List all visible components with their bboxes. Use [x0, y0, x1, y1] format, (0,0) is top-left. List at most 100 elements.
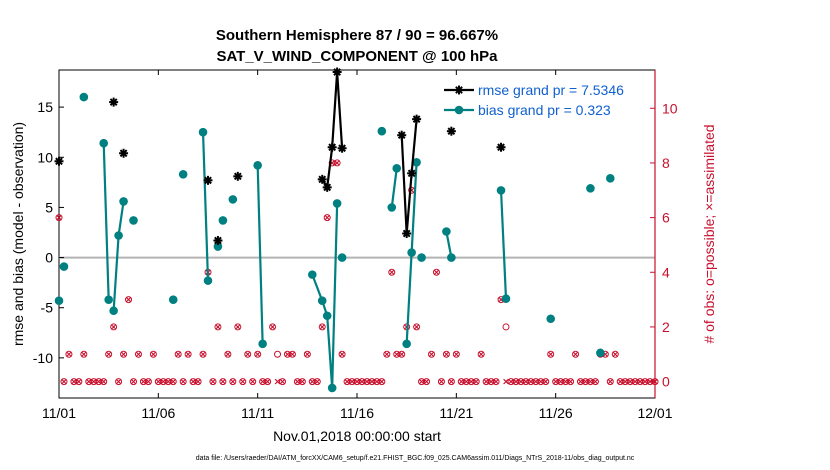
obs-assimilated-point [105, 351, 112, 358]
bias-point [198, 127, 208, 137]
bias-point [178, 170, 188, 179]
bias-point [253, 160, 262, 170]
obs-possible-point [562, 378, 570, 386]
obs-possible-point [542, 378, 550, 386]
x-tick-label: 12/01 [637, 405, 672, 421]
obs-possible-point [214, 323, 222, 331]
rmse-point [213, 236, 223, 246]
obs-assimilated-point [577, 378, 584, 385]
x-tick-label: 11/26 [539, 405, 573, 421]
obs-assimilated-point [518, 378, 524, 385]
obs-possible-point [60, 378, 68, 386]
obs-assimilated-point [145, 378, 152, 385]
obs-possible-point [279, 378, 286, 386]
obs-possible-point [651, 378, 659, 386]
obs-possible-point [636, 378, 644, 386]
obs-assimilated-point [478, 351, 484, 358]
obs-possible-point [626, 378, 634, 386]
obs-possible-point [522, 378, 530, 386]
obs-assimilated-point [453, 351, 460, 358]
obs-assimilated-point [513, 378, 519, 385]
obs-assimilated-point [81, 351, 87, 358]
obs-possible-point [527, 378, 535, 386]
bias-point [168, 295, 178, 305]
obs-assimilated-point [86, 378, 92, 385]
bias-line-segment [390, 168, 398, 208]
obs-assimilated-point [254, 351, 261, 358]
obs-assimilated-point [125, 296, 132, 303]
obs-possible-point [452, 350, 460, 358]
obs-assimilated-point [304, 351, 311, 358]
obs-possible-point [239, 378, 247, 386]
obs-assimilated-point [503, 378, 509, 385]
obs-possible-point [353, 378, 361, 386]
obs-assimilated-point [354, 378, 360, 385]
obs-assimilated-point [175, 351, 181, 358]
obs-possible-point [338, 350, 346, 358]
bias-point [109, 306, 118, 316]
obs-assimilated-point [309, 378, 316, 385]
obs-assimilated-point [130, 378, 137, 385]
obs-possible-point [557, 378, 565, 386]
rmse-point [119, 148, 129, 158]
obs-assimilated-point [185, 351, 191, 358]
obs-possible-point [249, 378, 257, 386]
bias-line-segment [311, 203, 339, 389]
obs-possible-point [293, 378, 301, 386]
bias-point [327, 383, 337, 393]
obs-assimilated-point [369, 378, 375, 385]
obs-assimilated-point [135, 351, 142, 358]
obs-assimilated-point [473, 378, 479, 385]
rmse-point [407, 168, 417, 178]
obs-possible-point [378, 378, 386, 386]
obs-assimilated-point [239, 378, 246, 385]
y2-tick-label: 6 [662, 210, 670, 226]
chart-subtitle: SAT_V_WIND_COMPONENT @ 100 hPa [216, 48, 498, 65]
obs-assimilated-point [364, 378, 370, 385]
obs-assimilated-point [294, 378, 301, 385]
legend-rmse-marker [454, 85, 464, 95]
bias-point [402, 339, 411, 349]
obs-assimilated-point [607, 378, 614, 385]
obs-possible-point [209, 378, 217, 386]
obs-possible-point [179, 378, 187, 386]
obs-possible-point [492, 378, 500, 386]
obs-possible-point [428, 350, 435, 358]
obs-assimilated-point [170, 378, 177, 385]
obs-possible-point [159, 378, 167, 386]
bias-point [59, 262, 69, 271]
obs-possible-point [308, 378, 316, 386]
plot-area: 11/01 11/06 11/11 11/16 11/21 11/26 12/01 -10 -5… [33, 67, 678, 421]
obs-possible-point [318, 323, 326, 331]
obs-possible-point [139, 378, 147, 386]
y-tick-label: -10 [33, 350, 53, 366]
y2-tick-label: 0 [662, 374, 670, 390]
obs-possible-point [303, 350, 311, 358]
obs-assimilated-point [463, 378, 470, 385]
bias-point [258, 339, 267, 349]
obs-possible-point [65, 350, 73, 358]
obs-possible-point [85, 378, 93, 386]
bias-point [501, 294, 511, 303]
bias-line-segment [445, 231, 453, 258]
bias-point [129, 216, 138, 225]
obs-assimilated-point [235, 324, 241, 330]
bias-point [322, 311, 332, 321]
y2-axis-label: # of obs: o=possible; ×=assimilated [701, 124, 717, 343]
obs-possible-point [586, 378, 594, 386]
obs-possible-point [115, 378, 123, 386]
obs-assimilated-point [468, 378, 475, 385]
obs-assimilated-point [100, 378, 107, 385]
obs-assimilated-point [622, 378, 628, 385]
plot-frame [58, 69, 656, 399]
obs-assimilated-point [438, 378, 445, 385]
y2-tick-label: 10 [662, 100, 678, 116]
rmse-point [412, 114, 422, 124]
obs-assimilated-point [90, 378, 97, 385]
rmse-line-segment [321, 71, 344, 191]
bias-point [119, 197, 128, 206]
obs-possible-point [621, 378, 629, 386]
bias-point [586, 184, 595, 193]
obs-assimilated-point [374, 378, 380, 385]
